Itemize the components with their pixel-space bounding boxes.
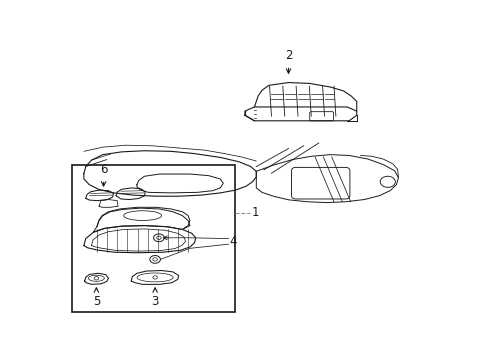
Text: 2: 2 (284, 49, 292, 62)
Bar (72, 165, 235, 312)
Text: 6: 6 (100, 163, 107, 176)
Text: 5: 5 (93, 296, 100, 309)
Text: 3: 3 (151, 296, 159, 309)
Text: 1: 1 (251, 206, 258, 219)
Text: 4: 4 (229, 235, 237, 248)
